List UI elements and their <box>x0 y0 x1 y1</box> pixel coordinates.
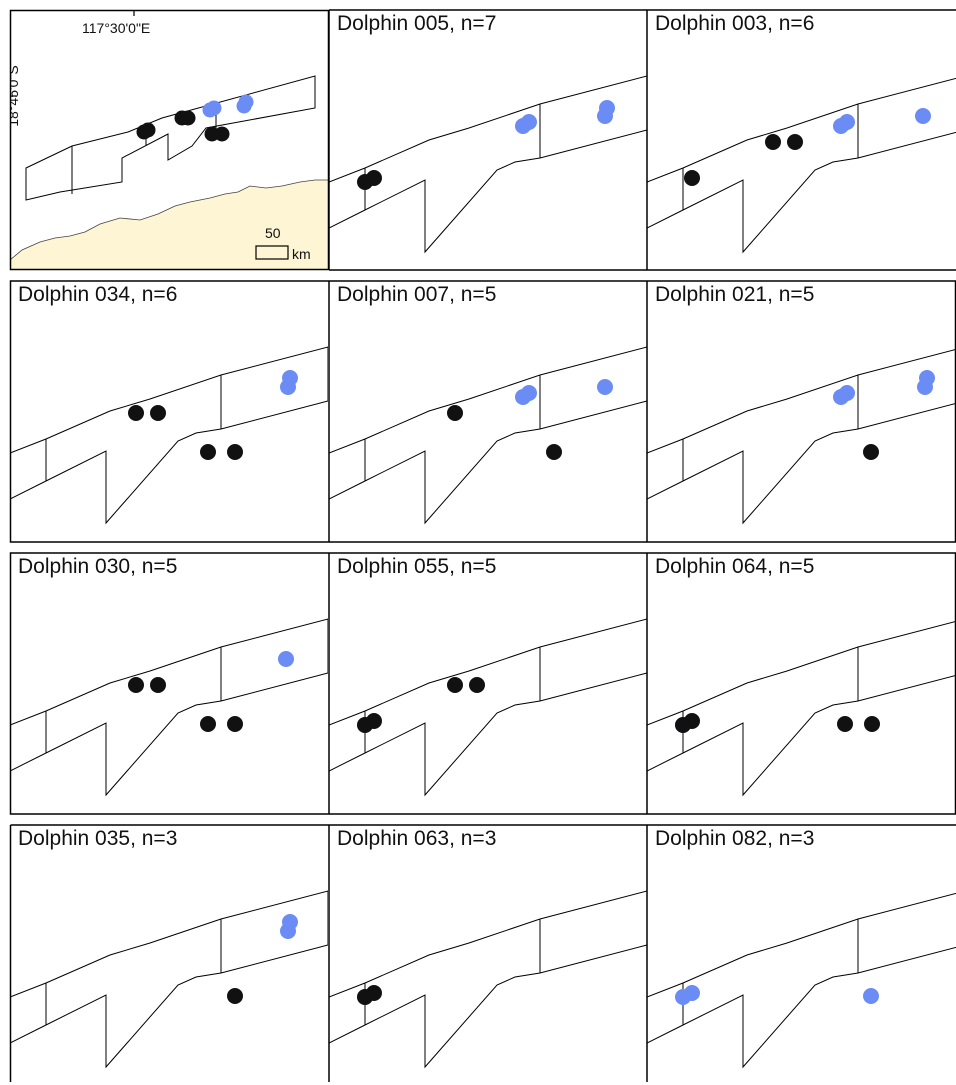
blue-location-point <box>599 100 615 116</box>
management-zones <box>647 892 956 1069</box>
black-location-point <box>150 405 166 421</box>
blue-location-point <box>206 100 222 116</box>
latitude-label: 18°45'0"S <box>10 65 21 127</box>
panel-title: Dolphin 034, n=6 <box>18 283 178 306</box>
black-location-point <box>227 988 243 1004</box>
black-location-point <box>447 405 463 421</box>
black-location-point <box>546 444 562 460</box>
management-zones <box>329 346 647 525</box>
management-zones <box>329 890 647 1069</box>
management-zones <box>25 75 316 201</box>
panel-title: Dolphin 003, n=6 <box>655 12 815 35</box>
black-location-point <box>227 444 243 460</box>
black-location-point <box>787 134 803 150</box>
dolphin-panel: Dolphin 035, n=3 <box>10 825 328 1085</box>
blue-location-point <box>839 114 855 130</box>
scale-unit: km <box>292 246 311 262</box>
panel-map-svg <box>647 620 956 797</box>
scale-value: 50 <box>265 225 281 241</box>
panel-map-svg <box>329 890 647 1069</box>
panel-map-svg <box>10 618 328 797</box>
dolphin-panel: Dolphin 007, n=5 <box>329 281 647 541</box>
panel-map-svg <box>647 348 956 525</box>
black-location-point <box>366 713 382 729</box>
blue-location-point <box>521 385 537 401</box>
blue-location-point <box>282 370 298 386</box>
management-zones <box>329 618 647 797</box>
panel-title: Dolphin 021, n=5 <box>655 283 815 306</box>
black-location-point <box>469 677 485 693</box>
blue-location-point <box>919 370 935 386</box>
management-zones <box>10 890 328 1069</box>
management-zones <box>647 348 956 525</box>
blue-location-point <box>597 379 613 395</box>
black-location-point <box>200 444 216 460</box>
panel-map-svg <box>329 618 647 797</box>
black-location-point <box>837 716 853 732</box>
blue-location-point <box>915 108 931 124</box>
black-location-point <box>180 110 196 126</box>
black-location-point <box>200 716 216 732</box>
dolphin-panel: Dolphin 030, n=5 <box>10 553 328 813</box>
blue-location-point <box>863 988 879 1004</box>
black-location-point <box>863 444 879 460</box>
dolphin-panel: Dolphin 055, n=5 <box>329 553 647 813</box>
dolphin-panel: Dolphin 005, n=7 <box>329 10 647 270</box>
blue-location-point <box>282 914 298 930</box>
dolphin-panel: Dolphin 021, n=5 <box>647 281 956 541</box>
black-location-point <box>864 716 880 732</box>
panel-map-svg <box>10 890 328 1069</box>
black-location-point <box>128 677 144 693</box>
black-location-point <box>136 124 152 140</box>
panel-map-svg <box>329 346 647 525</box>
management-zones <box>10 346 328 525</box>
dolphin-panel: Dolphin 003, n=6 <box>647 10 956 270</box>
management-zones <box>10 618 328 797</box>
blue-location-point <box>521 114 537 130</box>
blue-location-point <box>839 385 855 401</box>
dolphin-panel: Dolphin 064, n=5 <box>647 553 956 813</box>
management-zones <box>329 75 647 254</box>
blue-location-point <box>238 94 254 110</box>
panel-map-svg <box>647 892 956 1069</box>
panel-map-svg <box>10 346 328 525</box>
panel-title: Dolphin 035, n=3 <box>18 827 178 850</box>
panel-title: Dolphin 005, n=7 <box>337 12 497 35</box>
coastline-land <box>10 179 329 270</box>
panel-title: Dolphin 007, n=5 <box>337 283 497 306</box>
black-location-point <box>366 170 382 186</box>
black-location-point <box>227 716 243 732</box>
management-zones <box>647 620 956 797</box>
overview-map-panel: 117°30'0"E 18°45'0"S 50 km <box>10 10 329 270</box>
panel-map-svg <box>329 75 647 254</box>
management-zones <box>647 77 956 254</box>
black-location-point <box>128 405 144 421</box>
dolphin-panel: Dolphin 034, n=6 <box>10 281 328 541</box>
dolphin-panel: Dolphin 063, n=3 <box>329 825 647 1085</box>
black-location-point <box>447 677 463 693</box>
dolphin-panel: Dolphin 082, n=3 <box>647 825 956 1085</box>
panel-title: Dolphin 082, n=3 <box>655 827 815 850</box>
panel-title: Dolphin 030, n=5 <box>18 555 178 578</box>
overview-points <box>136 94 254 142</box>
black-location-point <box>366 985 382 1001</box>
black-location-point <box>684 713 700 729</box>
black-location-point <box>150 677 166 693</box>
black-location-point <box>765 134 781 150</box>
longitude-label: 117°30'0"E <box>82 20 151 36</box>
blue-location-point <box>684 985 700 1001</box>
panel-title: Dolphin 055, n=5 <box>337 555 497 578</box>
panel-map-svg <box>647 77 956 254</box>
overview-map-svg <box>10 10 329 270</box>
black-location-point <box>684 170 700 186</box>
panel-title: Dolphin 064, n=5 <box>655 555 815 578</box>
panel-title: Dolphin 063, n=3 <box>337 827 497 850</box>
black-location-point <box>214 126 230 142</box>
blue-location-point <box>278 651 294 667</box>
